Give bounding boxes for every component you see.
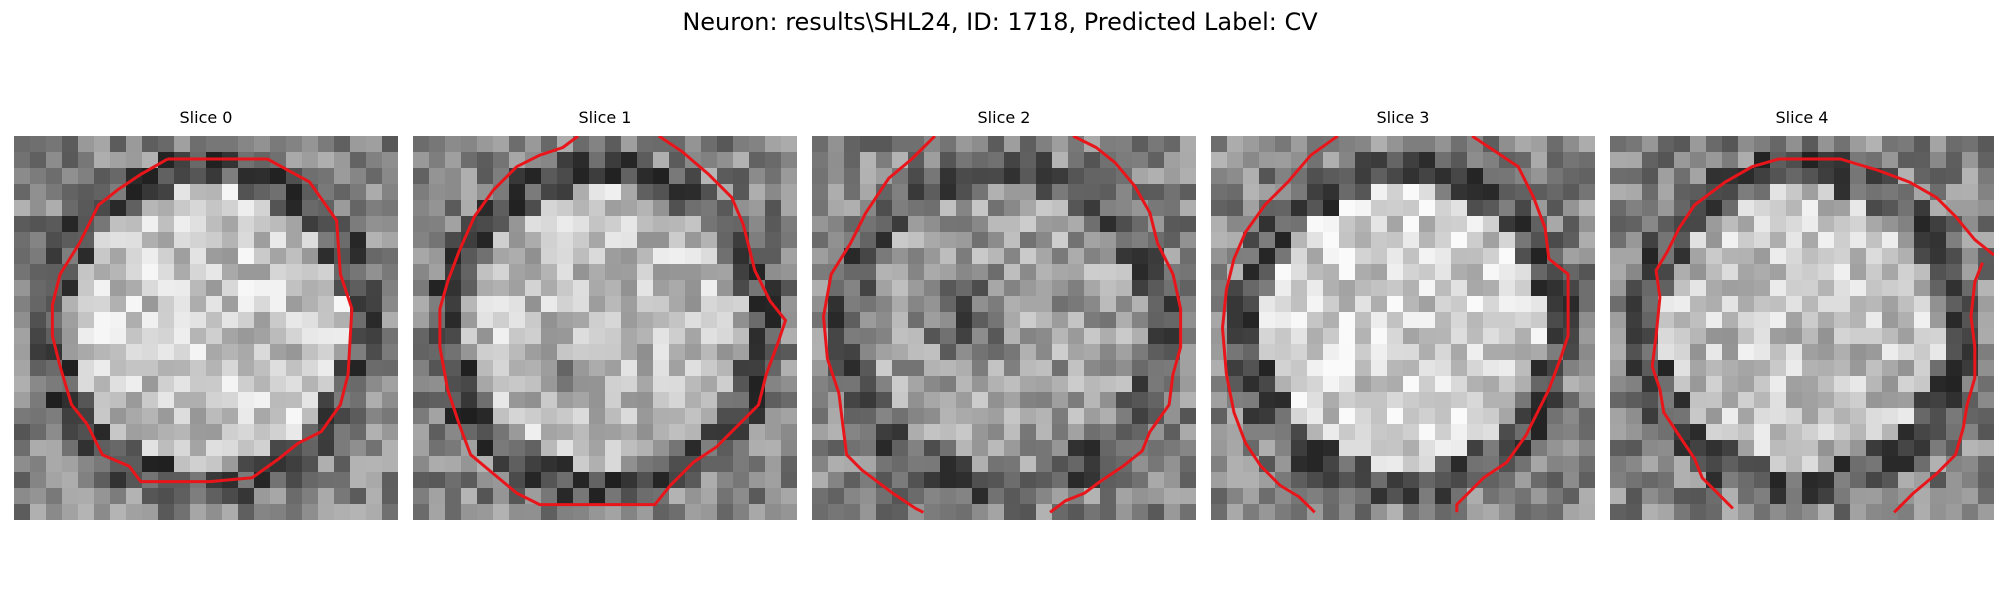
slice-title: Slice 1 — [578, 108, 632, 127]
pixel-grid — [413, 136, 797, 520]
slice-panel: Slice 4 — [1610, 108, 1994, 520]
pixel-grid — [14, 136, 398, 520]
segmentation-contour — [1650, 157, 1994, 510]
slice-image — [1610, 136, 1994, 520]
slice-image — [1211, 136, 1595, 520]
segmentation-contour — [1221, 136, 1339, 514]
segmentation-contour — [822, 136, 936, 514]
segmentation-contour — [438, 136, 787, 507]
slice-panel: Slice 3 — [1211, 108, 1595, 520]
segmentation-contour — [1893, 262, 1984, 514]
slice-image — [413, 136, 797, 520]
slice-title: Slice 3 — [1376, 108, 1430, 127]
segmentation-contour — [50, 157, 354, 484]
slice-image — [14, 136, 398, 520]
slice-panel: Slice 0 — [14, 108, 398, 520]
slice-title: Slice 4 — [1775, 108, 1829, 127]
pixel-grid — [812, 136, 1196, 520]
pixel-grid — [1610, 136, 1994, 520]
segmentation-contour — [1455, 136, 1570, 513]
slice-panel: Slice 1 — [413, 108, 797, 520]
figure-title: Neuron: results\SHL24, ID: 1718, Predict… — [682, 8, 1318, 36]
segmentation-contour — [1049, 136, 1183, 514]
pixel-grid — [1211, 136, 1595, 520]
slice-image — [812, 136, 1196, 520]
slice-panel: Slice 2 — [812, 108, 1196, 520]
slice-title: Slice 0 — [179, 108, 233, 127]
slice-title: Slice 2 — [977, 108, 1031, 127]
